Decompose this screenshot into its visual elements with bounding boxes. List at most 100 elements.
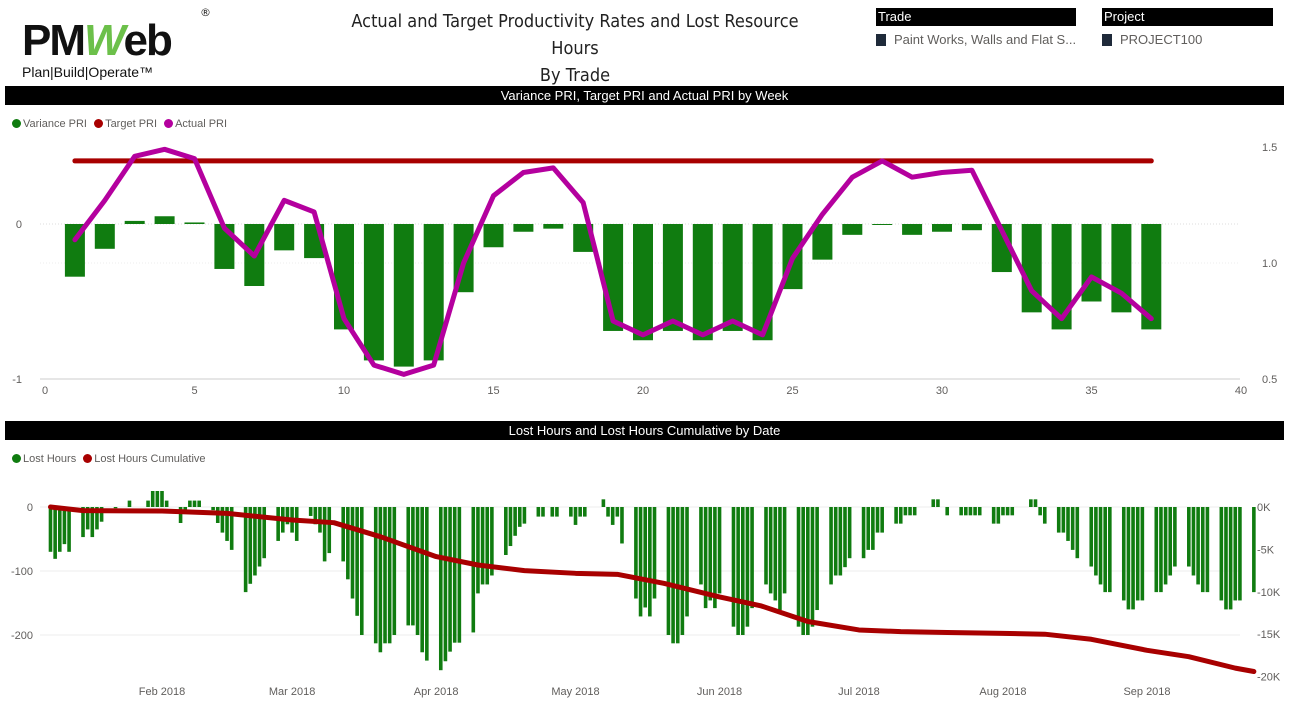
variance-pri-bar[interactable] (154, 216, 175, 224)
variance-pri-bar[interactable] (184, 222, 205, 224)
lost-hours-bar[interactable] (1187, 507, 1191, 567)
lost-hours-bar[interactable] (313, 507, 318, 525)
lost-hours-bar[interactable] (671, 507, 675, 644)
lost-hours-bar[interactable] (1163, 507, 1168, 585)
lost-hours-bar[interactable] (713, 507, 717, 609)
lost-hours-bar[interactable] (85, 507, 90, 530)
lost-hours-bar[interactable] (420, 507, 424, 653)
lost-hours-bar[interactable] (968, 507, 973, 516)
variance-pri-bar[interactable] (124, 220, 145, 224)
lost-hours-bar[interactable] (1196, 507, 1200, 585)
lost-hours-bar[interactable] (569, 507, 573, 517)
lost-hours-bar[interactable] (963, 507, 968, 516)
variance-pri-bar[interactable] (722, 224, 743, 331)
lost-hours-bar[interactable] (866, 507, 871, 550)
lost-hours-bar[interactable] (253, 507, 257, 576)
variance-pri-bar[interactable] (1141, 224, 1162, 330)
lost-hours-bar[interactable] (67, 507, 71, 552)
lost-hours-bar[interactable] (996, 507, 1001, 524)
lost-hours-bar[interactable] (1061, 507, 1066, 533)
lost-hours-bar[interactable] (731, 507, 736, 627)
lost-hours-bar[interactable] (903, 507, 908, 516)
lost-hours-bar[interactable] (1159, 507, 1163, 593)
lost-hours-bar[interactable] (959, 507, 963, 516)
lost-hours-bar[interactable] (1135, 507, 1140, 601)
variance-pri-bar[interactable] (543, 224, 564, 229)
lost-hours-bar[interactable] (308, 507, 313, 516)
lost-hours-bar[interactable] (155, 491, 160, 507)
lost-hours-bar[interactable] (583, 507, 587, 517)
lost-hours-bar[interactable] (796, 507, 801, 627)
lost-hours-bar[interactable] (829, 507, 833, 585)
lost-hours-bar[interactable] (48, 507, 53, 552)
lost-hours-bar[interactable] (601, 499, 606, 507)
variance-pri-bar[interactable] (812, 224, 833, 260)
lost-hours-bar[interactable] (620, 507, 624, 544)
lost-hours-bar[interactable] (550, 507, 555, 517)
lost-hours-cumulative-line[interactable] (47, 504, 1257, 675)
lost-hours-bar[interactable] (392, 507, 397, 635)
lost-hours-bar[interactable] (1070, 507, 1075, 550)
lost-hours-bar[interactable] (1001, 507, 1005, 516)
lost-hours-bar[interactable] (387, 507, 392, 644)
lost-hours-bar[interactable] (95, 507, 99, 530)
lost-hours-bar[interactable] (1029, 499, 1033, 507)
lost-hours-bar[interactable] (192, 500, 197, 507)
lost-hours-bar[interactable] (81, 507, 85, 538)
lost-hours-bar[interactable] (211, 507, 215, 511)
lost-hours-bar[interactable] (1033, 499, 1038, 507)
lost-hours-bar[interactable] (1098, 507, 1103, 585)
lost-hours-bar[interactable] (643, 507, 648, 608)
lost-hours-bar[interactable] (801, 507, 805, 635)
lost-hours-bar[interactable] (634, 507, 638, 599)
lost-hours-bar[interactable] (220, 507, 225, 533)
lost-hours-bar[interactable] (1089, 507, 1094, 567)
legend-item-lost-hours[interactable]: Lost Hours (12, 453, 76, 465)
variance-pri-bar[interactable] (692, 224, 713, 341)
lost-hours-bar[interactable] (606, 507, 610, 517)
variance-pri-bar[interactable] (1021, 224, 1042, 313)
lost-hours-bar[interactable] (680, 507, 685, 635)
lost-hours-bar[interactable] (648, 507, 652, 617)
lost-hours-bar[interactable] (471, 507, 476, 633)
lost-hours-bar[interactable] (415, 507, 420, 635)
lost-hours-bar[interactable] (490, 507, 494, 576)
lost-hours-bar[interactable] (373, 507, 378, 644)
lost-hours-bar[interactable] (62, 507, 67, 545)
lost-hours-bar[interactable] (448, 507, 452, 652)
variance-pri-bar[interactable] (94, 224, 115, 249)
checkbox-icon[interactable] (876, 34, 886, 46)
lost-hours-bar[interactable] (750, 507, 754, 609)
lost-hours-bar[interactable] (225, 507, 229, 541)
lost-hours-bar[interactable] (936, 499, 940, 507)
variance-pri-bar[interactable] (1051, 224, 1072, 330)
legend-item-target[interactable]: Target PRI (94, 118, 157, 130)
lost-hours-bar[interactable] (1233, 507, 1238, 601)
lost-hours-bar[interactable] (1168, 507, 1173, 576)
lost-hours-bar[interactable] (740, 507, 745, 635)
lost-hours-bar[interactable] (327, 507, 332, 554)
lost-hours-bar[interactable] (276, 507, 280, 541)
lost-hours-bar[interactable] (768, 507, 773, 594)
variance-pri-bar[interactable] (961, 224, 982, 231)
lost-hours-bar[interactable] (1205, 507, 1210, 593)
lost-hours-bar[interactable] (977, 507, 982, 516)
lost-hours-bar[interactable] (1252, 507, 1256, 593)
lost-hours-bar[interactable] (294, 507, 299, 541)
lost-hours-bar[interactable] (378, 507, 383, 653)
lost-hours-bar[interactable] (346, 507, 350, 580)
trade-slicer-item[interactable]: Paint Works, Walls and Flat S... (876, 32, 1076, 47)
lost-hours-bar[interactable] (341, 507, 346, 562)
variance-pri-bar[interactable] (483, 224, 504, 248)
lost-hours-bar[interactable] (1191, 507, 1196, 576)
lost-hours-bar[interactable] (764, 507, 768, 585)
lost-hours-bar[interactable] (833, 507, 838, 576)
lost-hours-bar[interactable] (541, 507, 545, 517)
lost-hours-bar[interactable] (350, 507, 355, 599)
lost-hours-bar[interactable] (717, 507, 722, 594)
lost-hours-bar[interactable] (1219, 507, 1224, 601)
lost-hours-bar[interactable] (1140, 507, 1145, 601)
lost-hours-bar[interactable] (127, 500, 132, 507)
lost-hours-bar[interactable] (838, 507, 843, 576)
lost-hours-bar[interactable] (1228, 507, 1233, 610)
